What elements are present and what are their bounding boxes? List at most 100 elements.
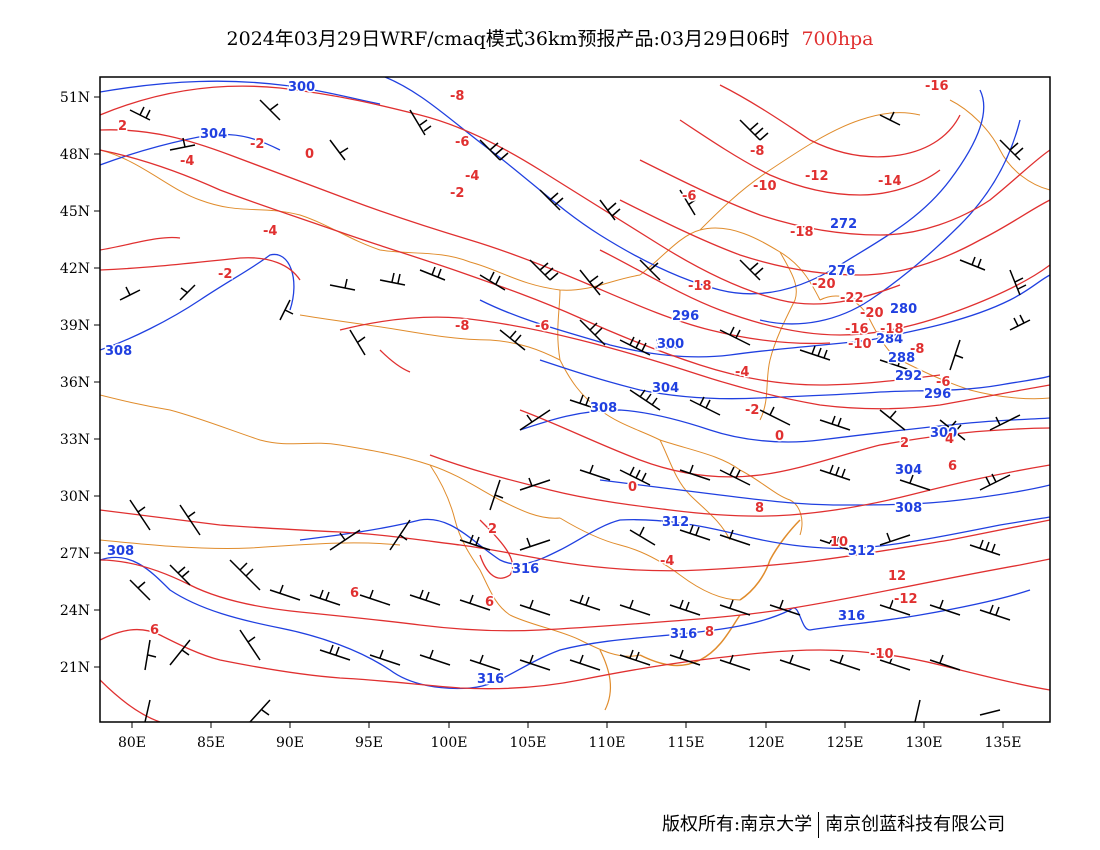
temp-label: 0: [628, 480, 637, 495]
height-label: 276: [828, 264, 855, 279]
temp-label: -8: [910, 342, 924, 357]
height-label: 272: [830, 217, 857, 232]
temp-label: 0: [775, 429, 784, 444]
temp-label: -4: [735, 365, 749, 380]
temp-label: -2: [218, 267, 232, 282]
map-frame: [99, 76, 1051, 723]
temp-label: -10: [870, 647, 894, 662]
temperature-contour-labels: -8 -6 -4 -2 0 2 -2 -4 -6 -8 -10 -12 -14 …: [117, 78, 959, 664]
lat-tick-label: 27N: [60, 546, 90, 562]
lon-tick-label: 135E: [985, 735, 1022, 751]
title-text: 2024年03月29日WRF/cmaq模式36km预报产品:03月29日06时: [226, 28, 790, 50]
temp-label: -2: [450, 186, 464, 201]
temp-label: -16: [925, 79, 949, 94]
lat-tick-label: 45N: [60, 204, 90, 220]
temp-label: -8: [750, 144, 764, 159]
height-label: 304: [652, 381, 679, 396]
temp-label: -10: [848, 337, 872, 352]
copyright-footer: 版权所有:南京大学 南京创蓝科技有限公司: [662, 810, 1005, 838]
temp-label: 6: [948, 459, 957, 474]
copyright-right: 南京创蓝科技有限公司: [825, 814, 1006, 835]
lat-tick-label: 30N: [60, 489, 90, 505]
temp-label: 2: [900, 436, 909, 451]
height-label: 300: [657, 337, 684, 352]
temp-label: -18: [880, 322, 904, 337]
map-title: 2024年03月29日WRF/cmaq模式36km预报产品:03月29日06时 7…: [0, 24, 1100, 51]
temp-label: -2: [250, 137, 264, 152]
lon-tick-label: 120E: [748, 735, 785, 751]
footer-divider: [818, 812, 820, 838]
height-label: 316: [838, 609, 865, 624]
temp-label: -16: [845, 322, 869, 337]
temp-label: 6: [485, 595, 494, 610]
temp-label: 12: [888, 569, 906, 584]
temp-label: 8: [755, 501, 764, 516]
temp-label: -4: [465, 169, 479, 184]
temp-label: -6: [535, 319, 549, 334]
lat-tick-label: 42N: [60, 261, 90, 277]
height-label: 308: [107, 544, 134, 559]
height-label: 300: [655, 338, 682, 353]
temp-label: 6: [150, 623, 159, 638]
lon-tick-label: 100E: [431, 735, 468, 751]
lon-tick-label: 130E: [906, 735, 943, 751]
temp-label: -8: [450, 89, 464, 104]
lon-tick-label: 105E: [510, 735, 547, 751]
lat-tick-label: 48N: [60, 147, 90, 163]
height-label: 280: [890, 302, 917, 317]
height-label: 316: [477, 672, 504, 687]
temp-label: 0: [305, 147, 314, 162]
height-label: 312: [662, 515, 689, 530]
temp-label: -22: [840, 291, 864, 306]
height-label: 288: [888, 351, 915, 366]
height-label: 300: [930, 426, 957, 441]
temp-label: -2: [745, 403, 759, 418]
lat-tick-label: 21N: [60, 660, 90, 676]
temp-label: -4: [263, 224, 277, 239]
temp-label: 10: [830, 535, 848, 550]
temp-label: -20: [860, 306, 884, 321]
temp-label: 8: [705, 625, 714, 640]
longitude-axis: [131, 722, 1004, 728]
height-label: 304: [200, 127, 227, 142]
temp-label: -12: [805, 169, 829, 184]
lon-tick-label: 95E: [355, 735, 383, 751]
height-label: 284: [876, 332, 903, 347]
map-plot-area: [100, 77, 1050, 722]
lon-tick-label: 115E: [668, 735, 705, 751]
temperature-contours: [100, 84, 1050, 722]
wind-barbs: [119, 99, 1031, 722]
height-label: 312: [848, 544, 875, 559]
temp-label: 2: [118, 119, 127, 134]
lon-tick-label: 80E: [118, 735, 146, 751]
height-label: 304: [652, 380, 679, 395]
temp-label: -14: [878, 174, 902, 189]
lon-tick-label: 85E: [197, 735, 225, 751]
height-label: 308: [590, 401, 617, 416]
height-label: 308: [895, 501, 922, 516]
height-label: 296: [924, 387, 951, 402]
temp-label: -18: [790, 225, 814, 240]
lon-tick-label: 90E: [276, 735, 304, 751]
pressure-level-label: 700hpa: [801, 28, 874, 50]
temp-label: -6: [682, 189, 696, 204]
lon-tick-label: 110E: [589, 735, 626, 751]
lat-tick-label: 39N: [60, 318, 90, 334]
height-label: 296: [672, 309, 699, 324]
temp-label: -6: [936, 375, 950, 390]
temp-label: -12: [894, 592, 918, 607]
height-label: 316: [670, 627, 697, 642]
height-contour-labels: 300 304 308 272 276 280 284 288 292 296 …: [104, 79, 959, 689]
lat-tick-label: 51N: [60, 90, 90, 106]
lat-tick-label: 36N: [60, 375, 90, 391]
height-label: 292: [895, 369, 922, 384]
lat-tick-label: 24N: [60, 603, 90, 619]
temp-label: -4: [180, 154, 194, 169]
lat-tick-label: 33N: [60, 432, 90, 448]
temp-label: 2: [488, 522, 497, 537]
temp-label: 6: [350, 586, 359, 601]
temp-label: -20: [812, 277, 836, 292]
temp-label: -4: [660, 554, 674, 569]
temp-label: -6: [455, 135, 469, 150]
